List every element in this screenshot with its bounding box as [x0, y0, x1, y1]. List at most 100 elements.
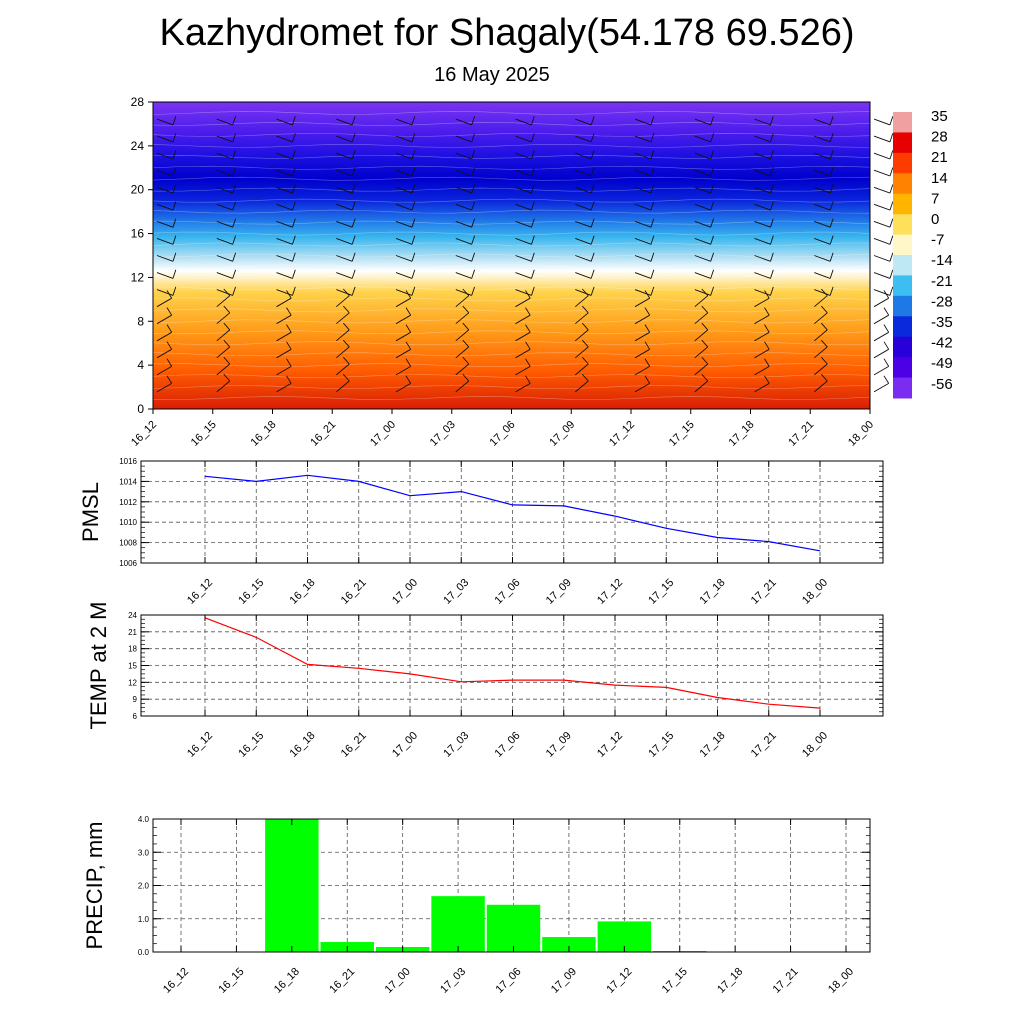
wind-barb: [395, 324, 412, 342]
colorbar-swatch: [893, 255, 912, 276]
wind-barb: [216, 305, 231, 325]
wind-barb: [455, 286, 476, 296]
isotherm-line: [152, 308, 871, 313]
colorbar-label: -49: [931, 355, 953, 372]
colorbar-label: -7: [931, 232, 944, 249]
wind-barb: [395, 341, 412, 359]
wind-barb: [694, 288, 709, 308]
colorbar-swatch: [893, 152, 912, 174]
wind-barb: [575, 252, 595, 262]
wind-barb: [336, 356, 350, 376]
wind-barb: [873, 358, 890, 376]
wind-barb: [455, 356, 470, 376]
wind-barb: [754, 307, 770, 325]
wind-barb: [395, 252, 416, 262]
y-tick-label: 8: [137, 314, 144, 328]
x-tick-label: 17_21: [771, 966, 801, 996]
isotherm-line: [152, 231, 871, 236]
wind-barb: [455, 116, 476, 126]
wind-barb: [694, 322, 709, 342]
wind-barb: [814, 305, 828, 325]
x-tick-label: 17_18: [698, 577, 728, 607]
wind-barb: [336, 269, 356, 279]
colorbar-swatch: [893, 295, 912, 317]
wind-barb: [754, 150, 774, 160]
wind-barb: [276, 201, 296, 211]
wind-barb: [336, 201, 356, 211]
x-tick-label: 17_18: [715, 966, 745, 996]
wind-barb: [336, 339, 350, 359]
x-tick-label: 16_15: [189, 419, 219, 449]
x-tick-label: 17_21: [749, 730, 779, 760]
y-tick-label: 12: [131, 270, 145, 284]
x-tick-label: 17_18: [727, 419, 757, 449]
wind-barb: [336, 116, 356, 126]
wind-barb: [694, 373, 709, 393]
x-tick-label: 17_00: [390, 577, 420, 607]
wind-barb: [634, 116, 655, 126]
wind-barb: [276, 150, 296, 160]
isotherm-line: [152, 253, 871, 258]
wind-barb: [276, 375, 292, 393]
wind-barb: [873, 375, 890, 393]
colorbar-label: -42: [931, 335, 953, 352]
wind-barb: [575, 116, 595, 126]
wind-barb: [515, 324, 531, 342]
x-tick-label: 17_18: [698, 730, 728, 760]
wind-barb: [873, 307, 890, 325]
wind-barb: [276, 133, 296, 143]
isotherm-line: [152, 176, 871, 181]
x-tick-label: 17_03: [428, 419, 458, 449]
isotherm-line: [152, 264, 871, 269]
wind-barb: [395, 358, 412, 376]
colorbar-swatch: [893, 377, 912, 399]
wind-barb: [634, 235, 655, 245]
wind-barb: [814, 322, 828, 342]
colorbar-swatch: [893, 214, 912, 236]
colorbar-label: 7: [931, 190, 939, 207]
wind-barb: [814, 150, 834, 160]
isotherm-line: [152, 330, 871, 335]
wind-barb: [694, 252, 715, 262]
colorbar-label: 35: [931, 108, 948, 125]
wind-barb: [216, 235, 237, 245]
x-tick-label: 17_15: [667, 419, 697, 449]
wind-barb: [754, 167, 774, 177]
wind-barb: [395, 201, 416, 211]
wind-barb: [754, 341, 770, 359]
x-tick-label: 17_06: [488, 419, 518, 449]
wind-barb: [455, 322, 470, 342]
wind-barb: [216, 167, 237, 177]
wind-barb: [156, 307, 173, 325]
wind-barb: [336, 288, 350, 308]
x-tick-label: 18_00: [800, 730, 830, 760]
y-axis-label: PMSL: [78, 482, 103, 542]
wind-barb: [276, 252, 296, 262]
wind-barb: [754, 358, 770, 376]
wind-barb: [276, 307, 292, 325]
y-tick-label: 1.0: [138, 915, 150, 924]
wind-barb: [634, 269, 655, 279]
x-tick-label: 17_15: [646, 577, 676, 607]
colorbar-label: -35: [931, 314, 953, 331]
isotherm-line: [152, 286, 871, 291]
wind-barb: [873, 133, 894, 143]
wind-barb: [156, 116, 177, 126]
y-tick-label: 2.0: [138, 882, 150, 891]
isotherm-line: [152, 297, 871, 302]
wind-barb: [336, 167, 356, 177]
wind-barb: [455, 133, 476, 143]
y-tick-label: 4: [137, 358, 144, 372]
wind-barb: [515, 252, 535, 262]
wind-barb: [455, 184, 476, 194]
wind-barb: [395, 116, 416, 126]
y-tick-label: 1012: [119, 498, 137, 507]
wind-barb: [455, 373, 470, 393]
wind-barb: [754, 116, 774, 126]
wind-barb: [814, 286, 834, 296]
wind-barb: [455, 235, 476, 245]
wind-barb: [873, 201, 894, 211]
wind-barb: [873, 218, 894, 228]
precip-chart: 0.0 1.0 2.0 3.0 4.0 16_12 16_15 16_18 16_21 17_00…: [82, 815, 871, 996]
